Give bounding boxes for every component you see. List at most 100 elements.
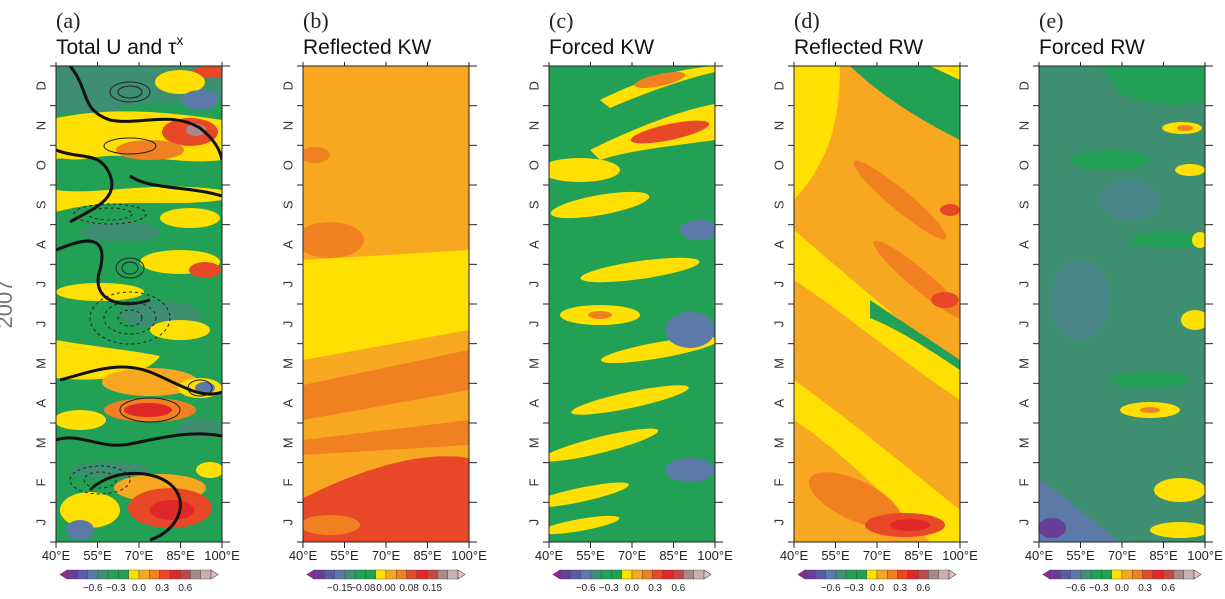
panel-b-field xyxy=(303,66,469,542)
colorbar-swatch xyxy=(621,569,633,580)
colorbar-swatch xyxy=(107,569,119,580)
colorbar-swatch xyxy=(97,569,109,580)
panel-b-letter: (b) xyxy=(303,8,329,33)
colorbar-arrow xyxy=(59,569,68,580)
panel-c-axes: J F M A M J J A S O N D 40°E 55°E 70°E 85°E 100°E xyxy=(526,62,733,563)
x-tick-label: 100°E xyxy=(1187,548,1223,563)
colorbar-label: −0.3 xyxy=(599,583,619,594)
panel-e-region xyxy=(1181,310,1205,330)
y-tick-label: J xyxy=(526,321,541,328)
colorbar-swatch xyxy=(354,569,366,580)
panel-e-background xyxy=(1039,66,1205,542)
colorbar-swatch xyxy=(426,569,438,580)
panel-c: (c) Forced KW xyxy=(549,8,715,542)
panel-a-region xyxy=(80,222,160,242)
panel-a-region xyxy=(182,90,218,110)
y-tick-label: N xyxy=(33,121,48,130)
colorbar-arrow xyxy=(797,569,806,580)
y-tick-label: M xyxy=(280,358,295,369)
colorbar-swatch xyxy=(1162,569,1174,580)
colorbar-arrow xyxy=(948,569,957,580)
colorbar-swatch xyxy=(1101,569,1112,580)
y-tick-label: M xyxy=(526,437,541,448)
colorbar-swatch xyxy=(385,569,397,580)
panel-d-region xyxy=(794,66,840,200)
colorbar-swatch xyxy=(672,569,684,580)
colorbar-swatch xyxy=(917,569,929,580)
panel-e-region xyxy=(1070,150,1150,170)
panel-e-region xyxy=(1100,180,1160,220)
y-tick-label: O xyxy=(33,160,48,170)
y-tick-label: A xyxy=(280,240,295,249)
panel-e-field xyxy=(1039,66,1205,542)
panel-d-region xyxy=(930,66,960,80)
y-tick-label: J xyxy=(526,281,541,288)
panel-e-region xyxy=(1177,125,1193,131)
colorbar-swatch xyxy=(631,569,643,580)
panel-e-region xyxy=(1140,407,1160,413)
panel-a-axes: J F M A M J J A S O N D 40°E 55°E 70°E 85°E 100°E xyxy=(33,62,240,563)
colorbar-swatch xyxy=(334,569,346,580)
colorbar-swatch xyxy=(87,569,99,580)
y-tick-label: J xyxy=(280,519,295,526)
y-tick-label: F xyxy=(771,478,786,486)
panel-e-region xyxy=(1039,518,1066,538)
x-tick-label: 40°E xyxy=(535,548,564,563)
colorbar-label: 0.15 xyxy=(423,583,443,594)
panel-e-region xyxy=(1050,260,1110,340)
panel-a-region xyxy=(116,140,184,160)
y-tick-label: M xyxy=(33,437,48,448)
panel-d-colorbar: −0.6 −0.3 0.0 0.3 0.6 xyxy=(797,569,957,594)
panel-c-region xyxy=(549,515,620,535)
colorbar-swatch xyxy=(845,569,857,580)
colorbar-label: 0.3 xyxy=(893,583,907,594)
panel-a: (a) Total U and τx xyxy=(56,8,222,542)
y-tick-label: M xyxy=(526,358,541,369)
colorbar-swatch xyxy=(1090,569,1102,580)
colorbar-swatch xyxy=(313,569,325,580)
colorbar-label: 0.3 xyxy=(648,583,662,594)
colorbar-swatch xyxy=(887,569,898,580)
x-tick-label: 55°E xyxy=(1066,548,1095,563)
panel-c-region xyxy=(550,191,650,219)
colorbar-arrow xyxy=(210,569,219,580)
y-tick-label: D xyxy=(280,81,295,90)
panel-d: (d) Reflected RW xyxy=(794,8,960,542)
panel-b-region xyxy=(303,147,330,163)
colorbar-swatch xyxy=(866,569,878,580)
y-tick-label: N xyxy=(1016,121,1031,130)
y-tick-label: J xyxy=(280,321,295,328)
panel-c-region xyxy=(665,458,715,482)
y-tick-label: N xyxy=(526,121,541,130)
colorbar-swatch xyxy=(128,569,140,580)
y-tick-label: A xyxy=(526,399,541,408)
y-tick-label: F xyxy=(33,478,48,486)
colorbar-swatch xyxy=(580,569,592,580)
colorbar-swatch xyxy=(437,569,448,580)
x-tick-label: 40°E xyxy=(1025,548,1054,563)
panel-a-region xyxy=(160,208,220,228)
colorbar-swatch xyxy=(118,569,129,580)
colorbar-swatch xyxy=(693,569,705,580)
panel-a-stress-contours xyxy=(103,81,213,423)
y-tick-label: M xyxy=(1016,358,1031,369)
colorbar-swatch xyxy=(928,569,939,580)
y-tick-label: A xyxy=(33,240,48,249)
panel-d-region xyxy=(808,472,902,528)
colorbar-swatch xyxy=(406,569,418,580)
colorbar-swatch xyxy=(876,569,888,580)
colorbar-label: −0.6 xyxy=(821,583,841,594)
panel-a-region xyxy=(189,262,221,278)
y-tick-label: N xyxy=(771,121,786,130)
colorbar-swatch xyxy=(190,569,201,580)
y-tick-label: D xyxy=(771,81,786,90)
x-tick-label: 55°E xyxy=(330,548,359,563)
colorbar-label: −0.3 xyxy=(106,583,126,594)
panel-a-region xyxy=(102,368,198,396)
y-tick-label: J xyxy=(526,519,541,526)
x-tick-label: 100°E xyxy=(697,548,733,563)
y-tick-label: F xyxy=(1016,478,1031,486)
colorbar-label: 0.6 xyxy=(671,583,685,594)
y-tick-label: D xyxy=(33,81,48,90)
y-tick-label: D xyxy=(1016,81,1031,90)
